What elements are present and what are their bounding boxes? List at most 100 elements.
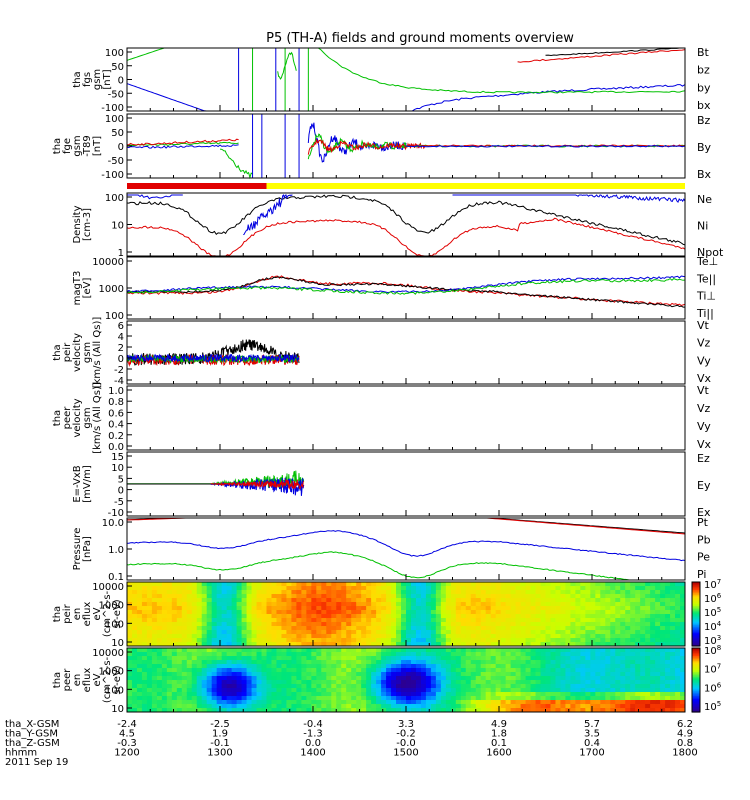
spectrogram-peir-cell [276, 638, 282, 643]
spectrogram-peir-cell [670, 606, 676, 611]
spectrogram-peir-cell [515, 598, 522, 603]
spectrogram-peir-cell [351, 642, 357, 647]
spectrogram-peer-cell [515, 688, 522, 693]
spectrogram-peer-cell [191, 676, 198, 681]
spectrogram-peer-cell [615, 688, 621, 693]
spectrogram-peir-cell [296, 594, 302, 599]
ylabel-temperature-1: [eV] [82, 278, 93, 299]
spectrogram-peer-cell [356, 676, 362, 681]
spectrogram-peer-cell [640, 696, 646, 701]
spectrogram-peer-cell [386, 648, 392, 653]
spectrogram-peir-cell [196, 626, 203, 631]
spectrogram-peir-cell [570, 610, 576, 615]
spectrogram-peir-cell [630, 622, 636, 627]
spectrogram-peer-cell [321, 684, 327, 689]
ylabel-peer_velocity-4: [km/s (All Qs)] [92, 382, 103, 454]
spectrogram-peir-cell [550, 582, 556, 587]
spectrogram-peir-cell [430, 630, 437, 635]
spectrogram-peir-cell [650, 586, 656, 591]
spectrogram-peir-cell [605, 642, 611, 647]
spectrogram-peer-cell [620, 688, 626, 693]
spectrogram-peir-cell [575, 582, 581, 587]
spectrogram-peer-cell [216, 692, 223, 697]
spectrogram-peir-cell [127, 594, 133, 599]
spectrogram-peer-cell [465, 672, 472, 677]
spectrogram-peer-cell [161, 704, 168, 709]
colorbar-cell [692, 630, 700, 633]
spectrogram-peir-cell [296, 582, 302, 587]
spectrogram-peir-cell [415, 634, 422, 639]
spectrogram-peer-cell [241, 680, 248, 685]
spectrogram-peer-cell [266, 704, 272, 709]
spectrogram-peer-cell [450, 680, 457, 685]
spectrogram-peir-cell [610, 606, 616, 611]
spectrogram-peir-cell [136, 634, 143, 639]
spectrogram-peir-cell [361, 638, 367, 643]
spectrogram-peir-cell [221, 642, 228, 647]
spectrogram-peer-cell [475, 684, 482, 689]
spectrogram-peer-cell [391, 652, 397, 657]
spectrogram-peer-cell [505, 664, 512, 669]
spectrogram-peir-cell [640, 582, 646, 587]
spectrogram-peir-cell [535, 582, 542, 587]
spectrogram-peer-cell [191, 684, 198, 689]
spectrogram-peir-cell [231, 634, 238, 639]
spectrogram-peer-cell [261, 688, 267, 693]
colorbar-cell [692, 614, 700, 617]
spectrogram-peer-cell [316, 680, 322, 685]
spectrogram-peer-cell [231, 684, 238, 689]
spectrogram-peer-cell [306, 656, 312, 661]
spectrogram-peir-cell [301, 594, 307, 599]
spectrogram-peir-cell [141, 590, 148, 595]
spectrogram-peir-cell [415, 590, 422, 595]
spectrogram-peir-cell [226, 598, 233, 603]
spectrogram-peer-cell [271, 648, 277, 653]
spectrogram-peir-cell [580, 638, 586, 643]
spectrogram-peer-cell [321, 708, 327, 713]
spectrogram-peer-cell [505, 660, 512, 665]
spectrogram-peir-cell [161, 606, 168, 611]
spectrogram-peir-cell [276, 590, 282, 595]
spectrogram-peer-cell [351, 700, 357, 705]
spectrogram-peir-cell [181, 582, 188, 587]
spectrogram-peir-cell [680, 598, 686, 603]
spectrogram-peer-cell [605, 656, 611, 661]
spectrogram-peer-cell [475, 668, 482, 673]
spectrogram-peir-cell [630, 586, 636, 591]
spectrogram-peer-cell [141, 672, 148, 677]
spectrogram-peir-cell [565, 642, 571, 647]
spectrogram-peir-cell [650, 598, 656, 603]
spectrogram-peer-cell [291, 700, 297, 705]
spectrogram-peer-cell [440, 700, 447, 705]
ytick-label-temperature-1: 1000 [99, 284, 124, 295]
spectrogram-peir-cell [545, 590, 551, 595]
spectrogram-peir-cell [510, 582, 517, 587]
colorbar-cell [692, 636, 700, 639]
spectrogram-peir-cell [670, 618, 676, 623]
spectrogram-peir-cell [166, 594, 173, 599]
spectrogram-peir-cell [480, 614, 487, 619]
spectrogram-peir-cell [605, 598, 611, 603]
spectrogram-peir-cell [336, 606, 342, 611]
spectrogram-peer-cell [430, 668, 437, 673]
spectrogram-peir-cell [605, 614, 611, 619]
spectrogram-peir-cell [575, 638, 581, 643]
spectrogram-peir-cell [495, 642, 502, 647]
spectrogram-peer-cell [396, 688, 402, 693]
spectrogram-peir-cell [505, 610, 512, 615]
spectrogram-peir-cell [485, 626, 492, 631]
colorbar-label-0-2: 105 [704, 606, 721, 619]
spectrogram-peir-cell [480, 626, 487, 631]
spectrogram-peer-cell [136, 660, 143, 665]
spectrogram-peer-cell [191, 648, 198, 653]
spectrogram-peer-cell [181, 668, 188, 673]
spectrogram-peer-cell [296, 672, 302, 677]
spectrogram-peir-cell [356, 622, 362, 627]
spectrogram-peer-cell [176, 684, 183, 689]
spectrogram-peir-cell [226, 586, 233, 591]
spectrogram-peer-cell [286, 680, 292, 685]
spectrogram-peir-cell [505, 594, 512, 599]
spectrogram-peer-cell [525, 700, 532, 705]
spectrogram-peer-cell [176, 668, 183, 673]
spectrogram-peer-cell [535, 708, 542, 713]
